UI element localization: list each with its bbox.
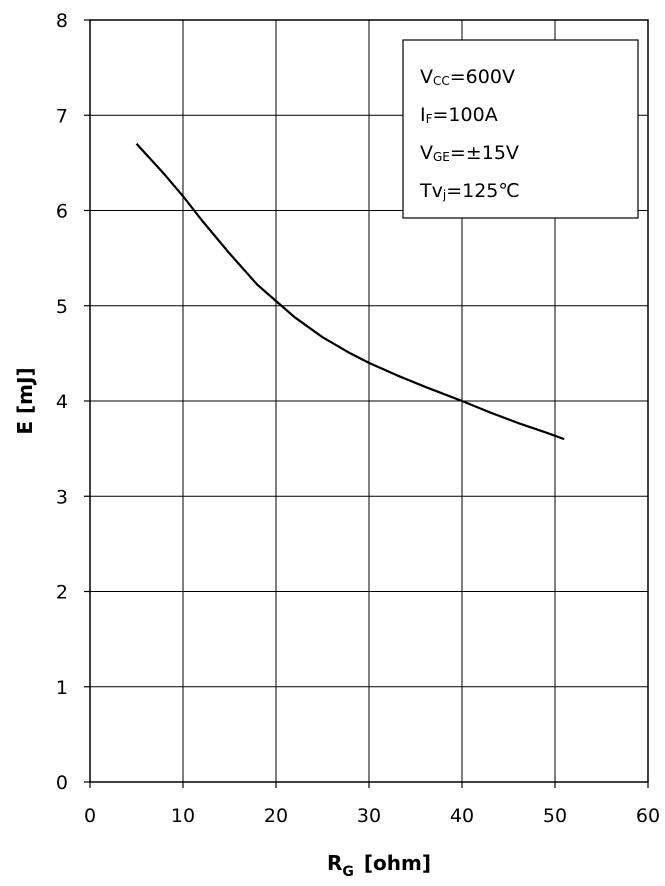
x-tick-label: 30 <box>357 805 381 827</box>
series-group <box>135 143 565 441</box>
y-tick-label: 0 <box>56 772 68 794</box>
legend-box <box>402 39 639 219</box>
y-tick-label: 3 <box>56 486 68 508</box>
y-tick-label: 2 <box>56 582 68 604</box>
y-tick-label: 4 <box>56 391 68 413</box>
condition-sub: GE <box>433 150 450 164</box>
condition-text: VCC=600V <box>420 66 515 88</box>
x-axis-title-sub: G <box>342 864 354 880</box>
condition-sub: CC <box>433 74 450 88</box>
condition-text: IF=100A <box>420 104 498 126</box>
condition-main: I <box>420 104 426 126</box>
y-tick-label: 8 <box>56 10 68 32</box>
series-line <box>135 143 565 441</box>
x-tick-label: 60 <box>636 805 660 827</box>
y-tick-label: 7 <box>56 105 68 127</box>
condition-value: =±15V <box>450 142 519 164</box>
x-tick-labels: 0 10 20 30 40 50 60 <box>84 805 660 827</box>
x-tick-label: 10 <box>171 805 195 827</box>
x-axis-title-main: R <box>327 851 342 875</box>
x-tick-label: 40 <box>450 805 474 827</box>
y-tick-label: 5 <box>56 296 68 318</box>
x-tick-label: 50 <box>543 805 567 827</box>
condition-sub: F <box>426 112 433 126</box>
condition-main: V <box>420 142 433 164</box>
x-tick-label: 0 <box>84 805 96 827</box>
x-axis-title: RG [ohm] <box>327 851 431 880</box>
condition-text: VGE=±15V <box>420 142 519 164</box>
condition-text: Tvj=125℃ <box>419 180 520 202</box>
condition-sub: j <box>442 188 446 202</box>
tick-marks <box>84 19 649 788</box>
condition-value: =100A <box>433 104 498 126</box>
condition-value: =600V <box>450 66 515 88</box>
condition-main: V <box>420 66 433 88</box>
y-tick-label: 6 <box>56 201 68 223</box>
condition-main: Tv <box>419 180 443 202</box>
y-tick-label: 1 <box>56 677 68 699</box>
x-tick-label: 20 <box>264 805 288 827</box>
condition-value: =125℃ <box>446 180 520 202</box>
y-tick-labels: 0 1 2 3 4 5 6 7 8 <box>56 10 68 794</box>
y-axis-title: E [mJ] <box>13 367 37 434</box>
x-axis-title-unit: [ohm] <box>364 851 431 875</box>
